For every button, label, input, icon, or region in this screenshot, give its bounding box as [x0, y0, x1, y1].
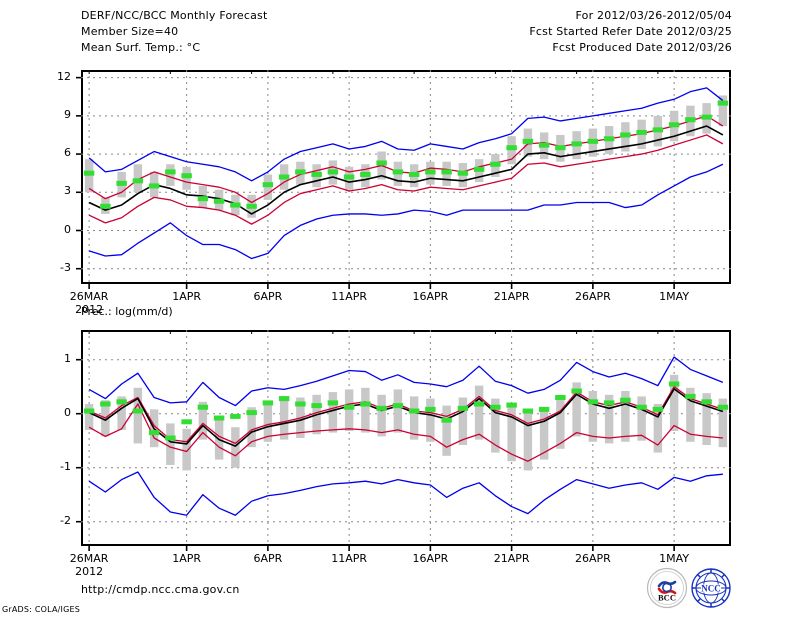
member-size-label: Member Size=40 [81, 25, 179, 38]
x-tick-label: 26APR [574, 552, 611, 565]
forecast-started-label: Fcst Started Refer Date 2012/03/25 [529, 25, 732, 38]
bcc-logo: BCC [646, 567, 688, 609]
precipitation-axis-title: Prec.: log(mm/d) [81, 305, 173, 318]
grads-credit: GrADS: COLA/IGES [2, 605, 81, 614]
x-tick-label: 1MAY [659, 290, 690, 303]
y-tick-label: 0 [64, 222, 71, 236]
y-tick-label: -1 [60, 459, 71, 473]
x-tick-label: 6APR [253, 552, 283, 565]
header-left-block: DERF/NCC/BCC Monthly Forecast Member Siz… [81, 8, 268, 56]
y-tick-label: -2 [60, 513, 71, 527]
x-tick-label: 21APR [493, 552, 530, 565]
x-tick-label: 26MAR [69, 290, 109, 303]
y-tick-label: -3 [60, 260, 71, 274]
x-axis-year-label: 2012 [75, 565, 104, 578]
svg-text:NCC: NCC [701, 584, 721, 594]
y-tick-label: 3 [64, 184, 71, 198]
x-tick-label: 11APR [331, 552, 368, 565]
x-axis-year-label: 2012 [75, 303, 104, 316]
ncc-logo: NCC [690, 567, 732, 609]
x-tick-label: 16APR [412, 290, 449, 303]
forecast-period-label: For 2012/03/26-2012/05/04 [575, 9, 732, 22]
x-tick-label: 26APR [574, 290, 611, 303]
x-tick-label: 1APR [172, 552, 202, 565]
forecast-produced-label: Fcst Produced Date 2012/03/26 [552, 41, 732, 54]
x-tick-label: 26MAR [69, 552, 109, 565]
website-url[interactable]: http://cmdp.ncc.cma.gov.cn [81, 583, 240, 596]
x-tick-label: 1APR [172, 290, 202, 303]
y-tick-label: 0 [64, 405, 71, 419]
x-tick-label: 21APR [493, 290, 530, 303]
x-tick-label: 6APR [253, 290, 283, 303]
y-tick-label: 1 [64, 351, 71, 365]
x-tick-label: 1MAY [659, 552, 690, 565]
y-tick-label: 6 [64, 146, 71, 160]
x-tick-label: 16APR [412, 552, 449, 565]
variable-label: Mean Surf. Temp.: °C [81, 41, 201, 54]
x-tick-label: 11APR [331, 290, 368, 303]
forecast-title: DERF/NCC/BCC Monthly Forecast [81, 9, 268, 22]
header-right-block: For 2012/03/26-2012/05/04 Fcst Started R… [529, 8, 732, 56]
y-tick-label: 12 [57, 69, 71, 83]
svg-text:BCC: BCC [658, 593, 676, 603]
y-tick-label: 9 [64, 107, 71, 121]
